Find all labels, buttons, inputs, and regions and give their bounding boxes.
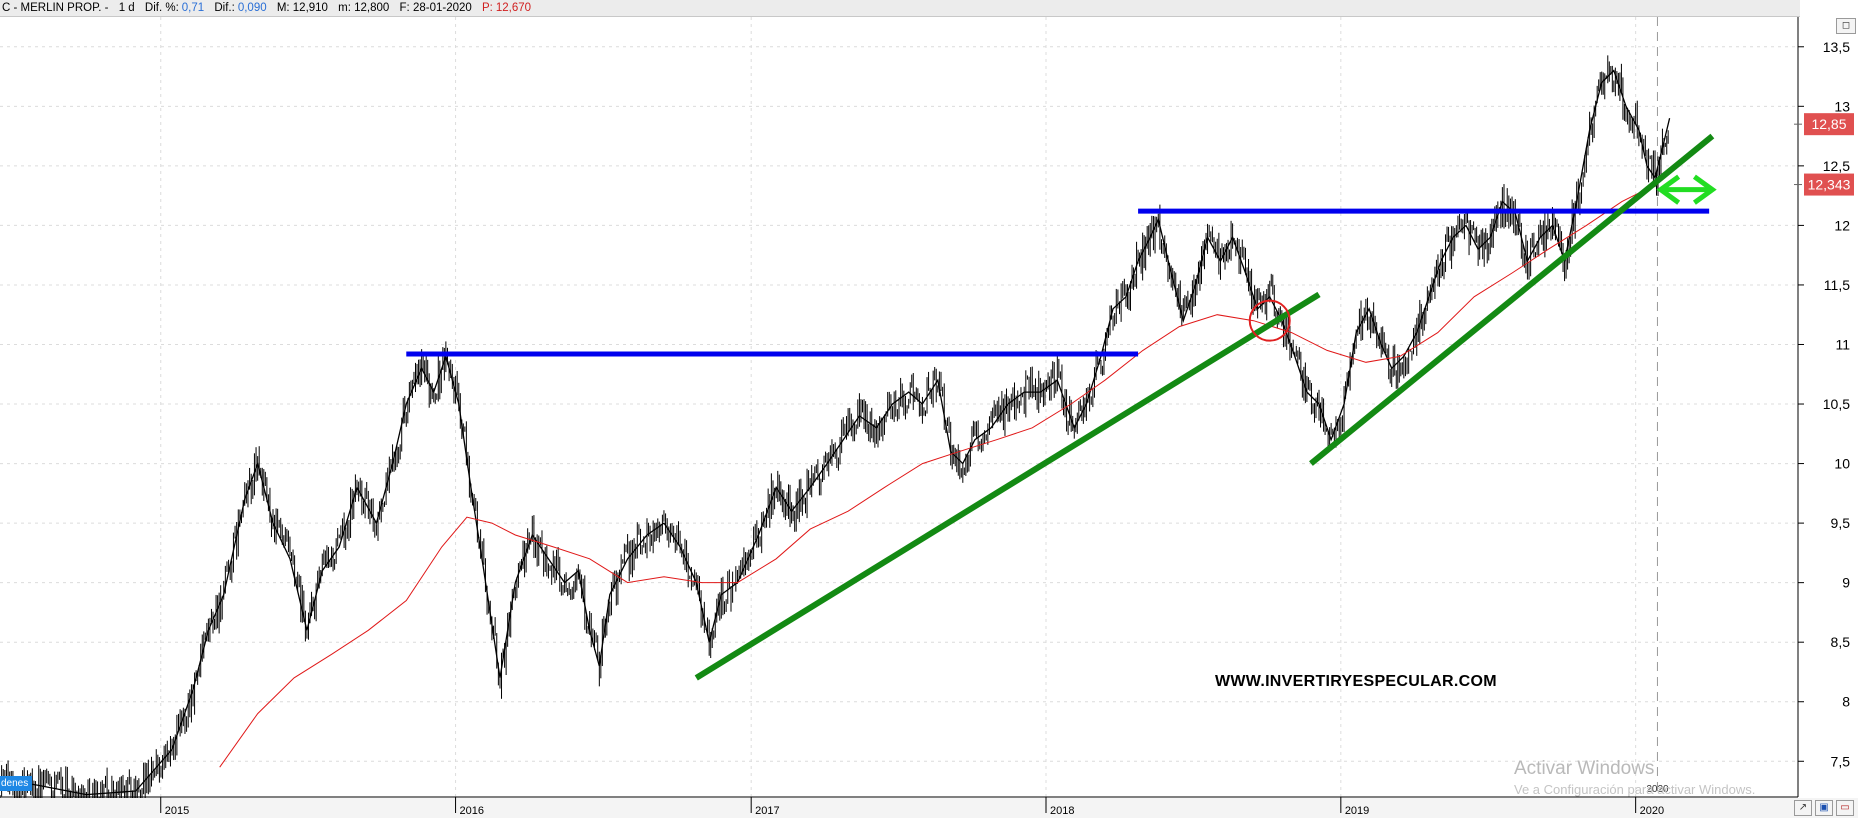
y-tick-label-12: 13,5	[1823, 39, 1850, 55]
x-tick-label-5: 2020	[1640, 805, 1664, 817]
pct-change: Dif. %: 0,71	[145, 2, 204, 14]
moving-average-line	[219, 184, 1656, 768]
price-label-0: 12,85	[1811, 116, 1846, 132]
save-icon[interactable]: ▣	[1815, 800, 1833, 816]
x-axis-band	[0, 798, 1858, 818]
last-price-label: P:	[481, 2, 493, 14]
chart-info-bar: C - MERLIN PROP. - 1 d Dif. %: 0,71 Dif.:…	[0, 0, 1800, 17]
abs-change-label: Dif.:	[214, 2, 235, 14]
x-tick-label-0: 2015	[165, 805, 189, 817]
y-tick-label-7: 11	[1835, 336, 1850, 352]
x-tick-label-3: 2018	[1050, 805, 1074, 817]
pct-change-value: 0,71	[181, 2, 205, 14]
y-tick-label-11: 13	[1834, 98, 1850, 114]
high-value: M: 12,910	[276, 2, 328, 14]
panel-toggle-button[interactable]: ◻	[1836, 18, 1856, 34]
price-label-box-1	[1804, 173, 1854, 196]
orders-tag[interactable]: denes	[0, 776, 33, 791]
last-price-value: 12,670	[495, 2, 532, 14]
y-tick-label-3: 9	[1842, 575, 1850, 591]
highlight-circle	[1248, 299, 1291, 342]
y-tick-label-2: 8,5	[1831, 634, 1851, 650]
price-label-box-0	[1804, 113, 1854, 136]
windows-activation-subtitle: Ve a Configuración para activar Windows.	[1514, 782, 1756, 797]
y-tick-label-8: 11,5	[1824, 277, 1850, 293]
support-trendline-2	[694, 291, 1321, 681]
y-tick-label-6: 10,5	[1823, 396, 1850, 412]
window-icon[interactable]: ▭	[1836, 800, 1854, 816]
windows-activation-title: Activar Windows	[1514, 758, 1655, 779]
abs-change: Dif.: 0,090	[214, 2, 266, 14]
y-tick-label-1: 8	[1842, 694, 1850, 710]
y-tick-label-9: 12	[1834, 217, 1850, 233]
x-tick-label-1: 2016	[460, 805, 484, 817]
price-line	[0, 69, 1671, 796]
site-watermark: WWW.INVERTIRYESPECULAR.COM	[1215, 673, 1497, 690]
chart-mode-icon[interactable]: ↗	[1794, 800, 1812, 816]
current-date-label: 2020	[1646, 784, 1669, 795]
y-tick-label-10: 12,5	[1823, 158, 1850, 174]
x-tick-label-2: 2017	[755, 805, 779, 817]
timeframe-label: 1 d	[118, 2, 135, 14]
y-tick-label-0: 7,5	[1831, 753, 1851, 769]
price-label-1: 12,343	[1808, 177, 1851, 193]
symbol-name: C - MERLIN PROP. -	[2, 2, 109, 14]
low-value: m: 12,800	[338, 2, 390, 14]
abs-change-value: 0,090	[237, 2, 267, 14]
double-arrow-head-right	[1692, 174, 1717, 205]
double-arrow-head-left	[1656, 174, 1681, 205]
date-value: F: 28-01-2020	[399, 2, 472, 14]
x-tick-label-4: 2019	[1345, 805, 1369, 817]
last-price: P: 12,670	[482, 2, 531, 14]
y-tick-label-4: 9,5	[1831, 515, 1851, 531]
pct-change-label: Dif. %:	[144, 2, 179, 14]
support-trendline-3	[1309, 133, 1715, 466]
double-arrow	[1656, 174, 1717, 205]
y-tick-label-5: 10	[1834, 456, 1850, 472]
